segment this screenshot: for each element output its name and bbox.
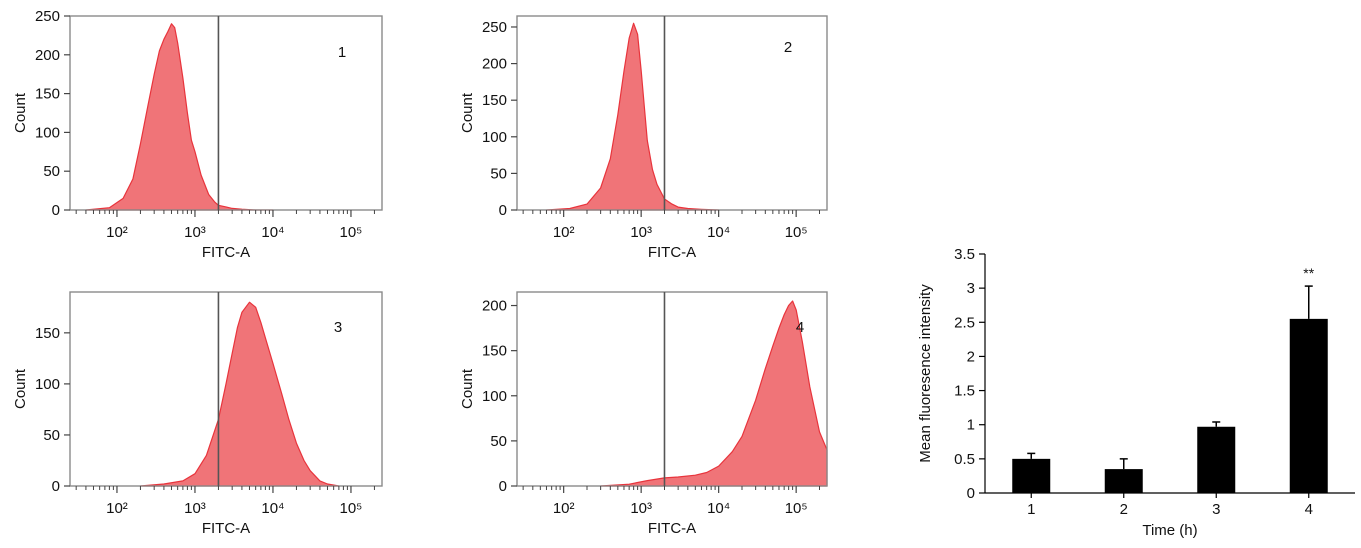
x-tick-label: 1 bbox=[1027, 501, 1035, 518]
plot-frame bbox=[516, 15, 828, 211]
histogram-area bbox=[85, 23, 274, 211]
x-tick-label: 10² bbox=[106, 224, 128, 241]
y-axis-title: Count bbox=[12, 92, 29, 133]
x-tick-label: 10³ bbox=[184, 500, 206, 517]
y-tick-label: 50 bbox=[43, 163, 60, 180]
y-axis-title: Count bbox=[459, 368, 476, 409]
bar-1 bbox=[1012, 458, 1051, 493]
x-tick-label: 10² bbox=[553, 224, 575, 241]
x-tick-label: 10² bbox=[553, 500, 575, 517]
y-tick-label: 0 bbox=[499, 202, 507, 219]
x-axis-title: FITC-A bbox=[202, 520, 250, 537]
y-axis-title: Count bbox=[12, 368, 29, 409]
x-tick-label: 2 bbox=[1120, 501, 1128, 518]
y-tick-label: 50 bbox=[490, 433, 507, 450]
y-axis-title: Count bbox=[459, 92, 476, 133]
x-axis-title: Time (h) bbox=[1142, 522, 1197, 539]
y-tick-label: 1.5 bbox=[954, 383, 975, 400]
histogram-area bbox=[139, 301, 340, 487]
y-tick-label: 50 bbox=[43, 427, 60, 444]
y-tick-label: 100 bbox=[482, 129, 507, 146]
x-tick-label: 10⁵ bbox=[785, 500, 808, 517]
x-tick-label: 10⁵ bbox=[340, 224, 363, 241]
y-tick-label: 150 bbox=[35, 325, 60, 342]
histogram-area bbox=[545, 22, 720, 211]
histogram-panel-1: 10² 10³ 10⁴ 10⁵ 0 50 100 150 200 250 FITC-A Count 1 bbox=[12, 8, 383, 261]
plot-frame bbox=[69, 291, 383, 487]
x-tick-label: 10² bbox=[106, 500, 128, 517]
plot-frame bbox=[69, 15, 383, 211]
y-axis-title: Mean fluoresence intensity bbox=[917, 284, 934, 463]
y-tick-label: 3.5 bbox=[954, 246, 975, 263]
bar-2 bbox=[1104, 469, 1143, 493]
x-tick-label: 10⁵ bbox=[340, 500, 363, 517]
histogram-panel-2: 10² 10³ 10⁴ 10⁵ 0 50 100 150 200 250 FITC-A Count 2 bbox=[459, 15, 828, 261]
histogram-panel-4: 10² 10³ 10⁴ 10⁵ 0 50 100 150 200 FITC-A Count 4 bbox=[459, 291, 828, 537]
x-tick-label: 10⁴ bbox=[707, 500, 730, 517]
y-tick-label: 150 bbox=[482, 343, 507, 360]
x-tick-label: 10⁴ bbox=[261, 224, 284, 241]
bar-4 bbox=[1289, 318, 1328, 493]
y-tick-label: 100 bbox=[35, 376, 60, 393]
y-tick-label: 0.5 bbox=[954, 451, 975, 468]
x-axis-title: FITC-A bbox=[648, 520, 696, 537]
bar-3 bbox=[1197, 426, 1236, 493]
y-tick-label: 50 bbox=[490, 165, 507, 182]
x-tick-label: 10⁵ bbox=[785, 224, 808, 241]
x-tick-label: 10³ bbox=[630, 500, 652, 517]
y-tick-label: 150 bbox=[35, 86, 60, 103]
y-tick-label: 0 bbox=[52, 202, 60, 219]
y-tick-label: 100 bbox=[482, 388, 507, 405]
histogram-area bbox=[600, 300, 828, 487]
y-tick-label: 100 bbox=[35, 124, 60, 141]
histogram-panel-3: 10² 10³ 10⁴ 10⁵ 0 50 100 150 FITC-A Count 3 bbox=[12, 291, 383, 537]
y-tick-label: 0 bbox=[52, 478, 60, 495]
plot-frame bbox=[516, 291, 828, 487]
y-tick-label: 0 bbox=[499, 478, 507, 495]
panel-label: 3 bbox=[334, 319, 342, 336]
panel-label: 1 bbox=[338, 44, 346, 61]
y-tick-label: 2 bbox=[967, 348, 975, 365]
x-axis-title: FITC-A bbox=[202, 244, 250, 261]
y-tick-label: 150 bbox=[482, 92, 507, 109]
y-tick-label: 2.5 bbox=[954, 314, 975, 331]
panel-label: 4 bbox=[796, 319, 804, 336]
x-tick-label: 10⁴ bbox=[261, 500, 284, 517]
y-tick-label: 200 bbox=[35, 47, 60, 64]
y-tick-label: 200 bbox=[482, 56, 507, 73]
x-tick-label: 10³ bbox=[184, 224, 206, 241]
y-tick-label: 250 bbox=[482, 19, 507, 36]
y-tick-label: 3 bbox=[967, 280, 975, 297]
y-tick-label: 200 bbox=[482, 298, 507, 315]
bar-chart: 0 0.5 1 1.5 2 2.5 3 3.5 1 2 3 4 ** Time (h) Mean fluor… bbox=[917, 246, 1355, 539]
y-tick-label: 0 bbox=[967, 485, 975, 502]
panel-label: 2 bbox=[784, 39, 792, 56]
y-tick-label: 1 bbox=[967, 417, 975, 434]
y-tick-label: 250 bbox=[35, 8, 60, 25]
significance-marker: ** bbox=[1303, 265, 1314, 281]
x-tick-label: 3 bbox=[1212, 501, 1220, 518]
x-tick-label: 10⁴ bbox=[707, 224, 730, 241]
x-tick-label: 4 bbox=[1305, 501, 1313, 518]
x-axis-title: FITC-A bbox=[648, 244, 696, 261]
x-tick-label: 10³ bbox=[630, 224, 652, 241]
